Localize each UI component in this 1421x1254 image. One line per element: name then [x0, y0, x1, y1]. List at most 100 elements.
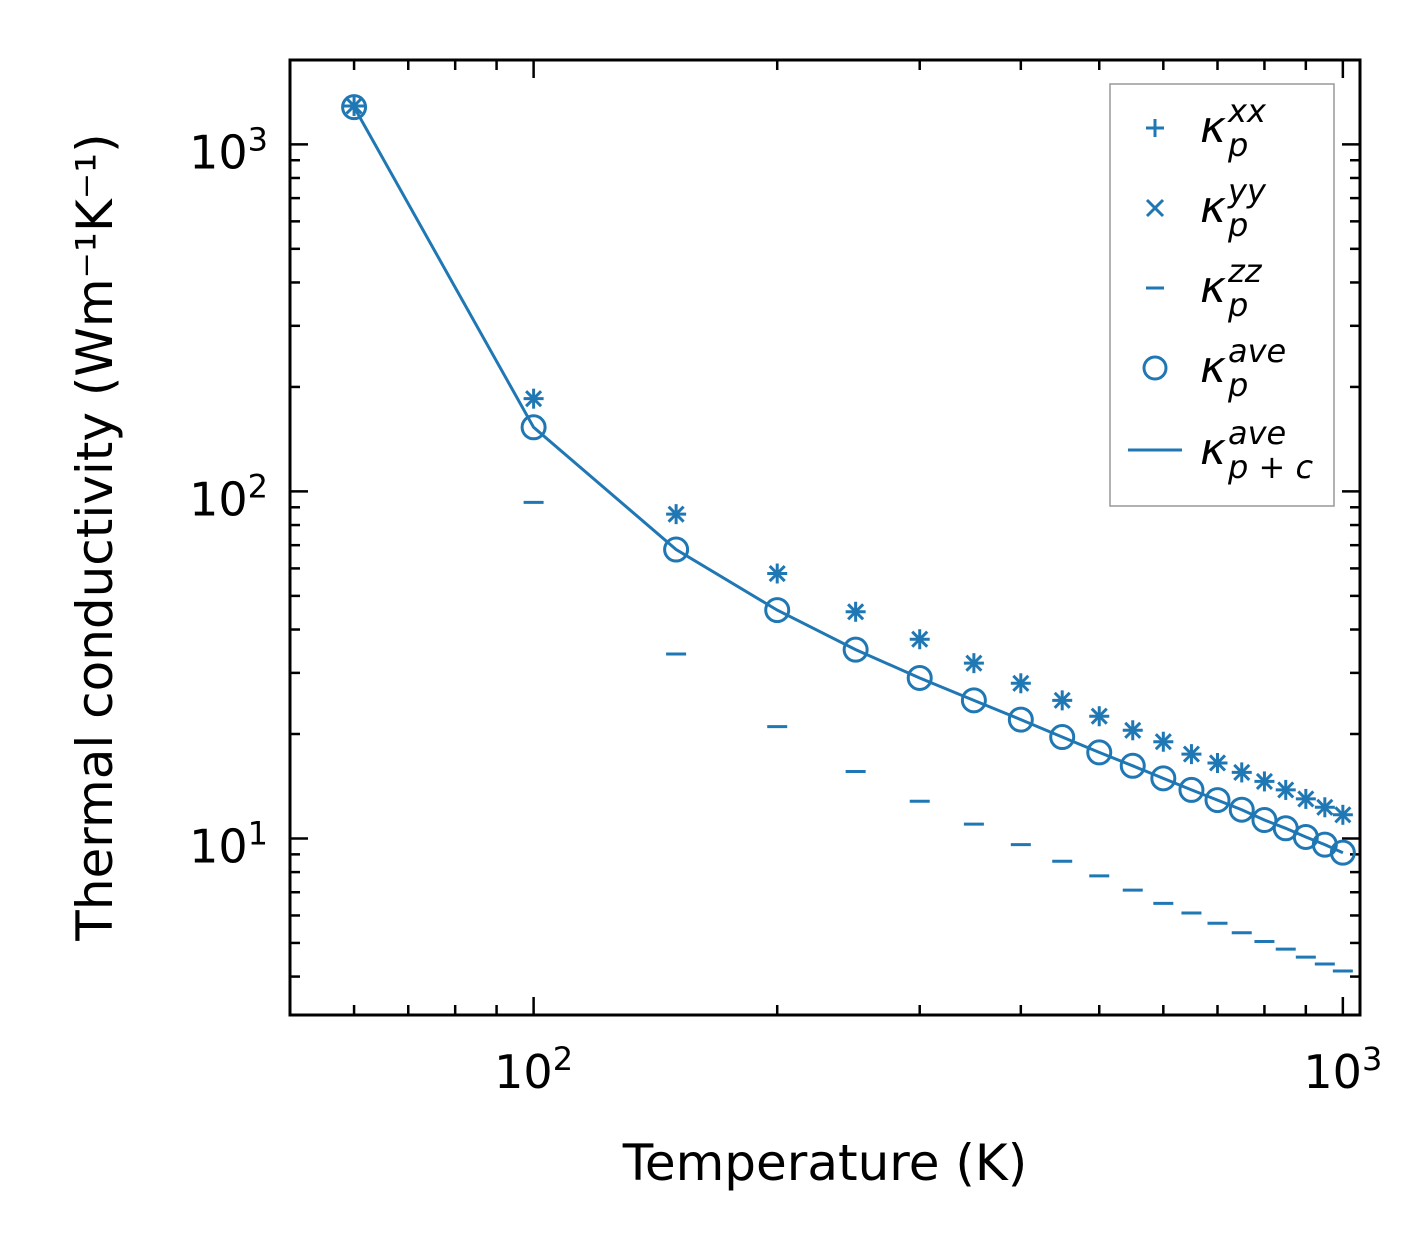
tick-label-exponent: 1: [248, 814, 268, 852]
y-tick-label: 102: [189, 467, 268, 526]
tick-label-exponent: 2: [248, 467, 268, 505]
data-point-kyy: [768, 564, 786, 583]
data-point-kave: [906, 664, 933, 691]
data-point-kyy: [1154, 733, 1172, 751]
x-marker-b: [1316, 798, 1334, 816]
series-kzz: [344, 104, 1353, 973]
x-marker-b: [965, 654, 983, 672]
tick-label-base: 10: [189, 125, 248, 179]
data-point-kyy: [1208, 754, 1227, 772]
x-marker-b: [1297, 790, 1315, 808]
legend-superscript: ave: [1228, 414, 1286, 452]
data-point-kave: [1049, 724, 1076, 751]
data-point-kyy: [1053, 691, 1071, 709]
data-point-kave: [663, 536, 690, 563]
x-tick-label: 103: [1303, 1040, 1382, 1099]
x-marker-b: [1334, 806, 1352, 824]
series-layer: [341, 94, 1356, 973]
legend-subscript: p: [1227, 286, 1248, 324]
data-point-kyy: [1334, 806, 1352, 824]
data-point-kyy: [525, 390, 543, 408]
legend-symbol: κ: [1200, 182, 1226, 233]
tick-label-exponent: 3: [248, 120, 268, 158]
tick-label-base: 10: [189, 472, 248, 526]
legend-marker-kxx: [1146, 119, 1164, 137]
data-point-kave: [1086, 739, 1113, 766]
data-point-kave: [1007, 706, 1034, 733]
legend-subscript: p: [1227, 126, 1248, 164]
data-point-kave: [1119, 752, 1146, 779]
series-kave: [341, 94, 1356, 866]
legend-marker-kyy: [1145, 198, 1165, 218]
data-point-kyy: [1182, 745, 1201, 763]
tick-label-base: 10: [1303, 1045, 1362, 1099]
data-point-kyy: [911, 630, 929, 648]
x-marker-b: [1277, 781, 1295, 799]
x-marker-b: [768, 564, 786, 583]
x-marker-b: [1182, 745, 1201, 763]
x-marker-b: [1145, 198, 1165, 218]
axis-ticks: [290, 60, 1360, 1015]
legend-symbol: κ: [1200, 342, 1226, 393]
legend-superscript: zz: [1227, 252, 1263, 290]
legend-superscript: xx: [1227, 92, 1267, 130]
plot-frame: [288, 58, 1362, 1017]
x-marker-b: [1154, 733, 1172, 751]
y-axis-title: Thermal conductivity (Wm⁻¹K⁻¹): [66, 133, 124, 941]
data-point-kyy: [1255, 772, 1273, 790]
series-kyy: [345, 97, 1352, 824]
legend-frame: [1109, 83, 1335, 507]
x-marker-b: [1012, 674, 1030, 692]
x-marker-b: [1208, 754, 1227, 772]
data-point-kave: [1150, 765, 1177, 792]
legend-entry-kxx: κ xxp: [1146, 92, 1267, 164]
x-tick-label: 102: [494, 1040, 573, 1099]
data-point-kave: [520, 414, 547, 441]
legend-entry-kzz: κ zzp: [1146, 252, 1263, 324]
legend-subscript: p + c: [1227, 448, 1313, 486]
x-marker-b: [525, 390, 543, 408]
data-point-kave: [1329, 839, 1356, 866]
data-point-kyy: [965, 654, 983, 672]
legend-subscript: p: [1227, 206, 1248, 244]
tick-label-base: 10: [494, 1045, 553, 1099]
x-marker-b: [911, 630, 929, 648]
legend-superscript: yy: [1227, 172, 1267, 210]
data-point-kave: [1228, 796, 1255, 823]
data-point-kave: [842, 636, 869, 663]
data-point-kyy: [1316, 798, 1334, 816]
legend-subscript: p: [1227, 366, 1248, 404]
data-point-kyy: [847, 603, 865, 621]
series-line-kave_pc: [352, 106, 1344, 855]
data-point-kyy: [1012, 674, 1030, 692]
y-tick-label: 101: [189, 814, 268, 873]
x-axis-title: Temperature (K): [622, 1134, 1027, 1192]
x-marker-b: [1124, 721, 1142, 739]
data-point-kyy: [1233, 763, 1251, 781]
x-marker-b: [667, 505, 685, 523]
data-point-kave: [764, 597, 791, 624]
x-marker-b: [847, 603, 865, 621]
legend-symbol: κ: [1200, 424, 1226, 475]
x-marker-b: [1053, 691, 1071, 709]
legend-symbol: κ: [1200, 102, 1226, 153]
legend-entry-kyy: κ yyp: [1145, 172, 1267, 244]
data-point-kave: [1178, 776, 1205, 803]
series-kave_pc: [352, 106, 1344, 855]
data-point-kyy: [667, 505, 685, 523]
data-point-kave: [341, 94, 368, 121]
x-marker-b: [1233, 763, 1251, 781]
data-point-kave: [1204, 787, 1231, 814]
y-tick-label: 103: [189, 120, 268, 179]
data-point-kyy: [1124, 721, 1142, 739]
tick-label-base: 10: [189, 819, 248, 873]
tick-label-exponent: 2: [553, 1040, 573, 1078]
data-point-kave: [960, 687, 987, 714]
tick-label-exponent: 3: [1362, 1040, 1382, 1078]
data-point-kyy: [1297, 790, 1315, 808]
